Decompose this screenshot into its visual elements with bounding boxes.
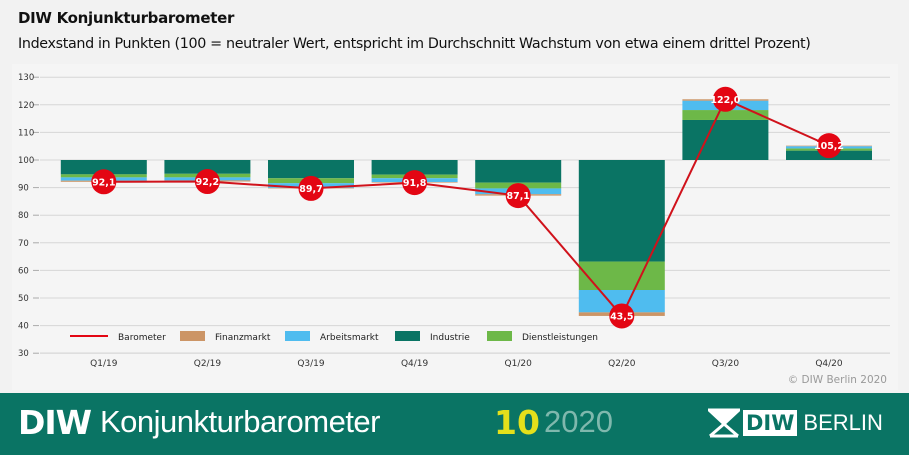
legend-label: Dienstleistungen	[522, 333, 598, 343]
x-tick-label: Q1/19	[90, 359, 118, 369]
bar-industrie	[268, 160, 354, 179]
bar-dienstleistungen	[682, 110, 769, 120]
legend-swatch-finanzmarkt	[180, 331, 205, 341]
y-tick-label: 50	[18, 294, 29, 304]
barometer-data-label: 105,2	[814, 141, 844, 152]
footer-brand: DIW	[18, 403, 92, 442]
y-tick-label: 130	[18, 73, 34, 83]
barometer-data-label: 92,1	[92, 177, 115, 188]
barometer-point	[298, 175, 324, 201]
barometer-point	[194, 169, 220, 195]
y-tick-label: 100	[18, 156, 34, 166]
y-tick-label: 90	[18, 184, 29, 194]
y-tick-label: 60	[18, 266, 29, 276]
barometer-point	[505, 183, 531, 209]
bar-industrie	[682, 119, 769, 160]
y-tick-label: 40	[18, 322, 29, 332]
legend-swatch-industrie	[395, 331, 420, 341]
barometer-line	[103, 97, 830, 318]
barometer-data-label: 122,0	[710, 95, 740, 106]
barometer-point	[712, 86, 738, 112]
bar-arbeitsmarkt	[578, 289, 665, 313]
bar-dienstleistungen	[578, 261, 665, 290]
y-tick-label: 110	[18, 128, 34, 138]
diw-berlin-logo: DIW BERLIN	[708, 406, 883, 440]
barometer-data-label: 87,1	[506, 191, 529, 202]
chart: 30 40 50 60 70 80 90 100 110 120 130 Q1/19 Q2/19 Q3/1…	[18, 73, 890, 386]
barometer-point	[609, 303, 635, 329]
logo-berlin-text: BERLIN	[803, 410, 883, 435]
barometer-point	[402, 170, 428, 196]
bar-industrie	[60, 160, 147, 175]
footer-product-name: Konjunkturbarometer	[100, 404, 381, 439]
diw-logo-icon	[708, 408, 740, 438]
legend-swatch-arbeitsmarkt	[285, 331, 310, 341]
legend-label: Finanzmarkt	[215, 333, 271, 343]
chart-title: DIW Konjunkturbarometer	[18, 9, 235, 27]
barometer-data-label: 91,8	[403, 178, 427, 189]
x-tick-label: Q1/20	[505, 359, 533, 369]
x-tick-label: Q3/19	[297, 359, 325, 369]
legend-label: Arbeitsmarkt	[320, 333, 379, 343]
legend-label: Barometer	[118, 333, 166, 343]
bar-industrie	[164, 160, 251, 174]
barometer-point	[816, 133, 842, 159]
x-tick-label: Q2/20	[608, 359, 636, 369]
barometer-data-label: 92,2	[196, 177, 219, 188]
chart-subtitle: Indexstand in Punkten (100 = neutraler W…	[18, 36, 811, 52]
footer-issue-number: 10	[494, 403, 540, 442]
barometer-data-label: 43,5	[610, 311, 633, 322]
x-tick-label: Q2/19	[194, 359, 222, 369]
y-tick-label: 120	[18, 101, 34, 111]
legend-label: Industrie	[430, 333, 470, 343]
x-tick-label: Q4/19	[401, 359, 429, 369]
legend-swatch-dienstleistungen	[487, 331, 512, 341]
barometer-point	[91, 169, 117, 195]
x-tick-label: Q3/20	[712, 359, 740, 369]
y-tick-label: 70	[18, 239, 29, 249]
bar-industrie	[371, 160, 458, 175]
x-tick-label: Q4/20	[815, 359, 843, 369]
copyright: © DIW Berlin 2020	[788, 374, 887, 386]
footer-year: 2020	[544, 404, 613, 439]
footer-banner: DIW Konjunkturbarometer 10 2020 DIW BERL…	[0, 393, 909, 455]
y-tick-label: 30	[18, 349, 29, 359]
barometer-data-label: 89,7	[299, 184, 322, 195]
bar-industrie	[578, 160, 665, 262]
bar-industrie	[475, 160, 562, 183]
logo-diw-text: DIW	[743, 410, 798, 436]
y-tick-label: 80	[18, 211, 29, 221]
